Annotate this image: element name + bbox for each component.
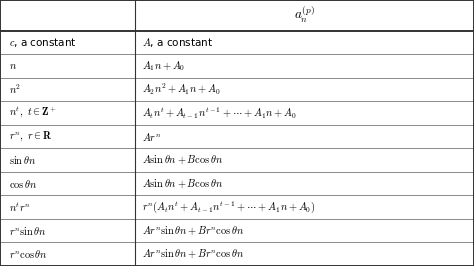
Text: $r^n \sin\theta n$: $r^n \sin\theta n$: [9, 225, 46, 237]
Text: $n^t,\ t \in \mathbf{Z}^+$: $n^t,\ t \in \mathbf{Z}^+$: [9, 106, 56, 120]
Bar: [0, 0, 474, 31]
Text: $Ar^n \sin\theta n + Br^n \cos\theta n$: $Ar^n \sin\theta n + Br^n \cos\theta n$: [142, 225, 245, 237]
Text: $A$, a constant: $A$, a constant: [142, 36, 213, 49]
Bar: [0, 31, 474, 266]
Text: $Ar^n \sin\theta n + Br^n \cos\theta n$: $Ar^n \sin\theta n + Br^n \cos\theta n$: [142, 248, 245, 260]
Text: $n^t r^n$: $n^t r^n$: [9, 201, 30, 214]
Text: $a_n^{(p)}$: $a_n^{(p)}$: [294, 5, 315, 26]
Text: $A_t n^t + A_{t-1} n^{t-1} + \cdots + A_1 n + A_0$: $A_t n^t + A_{t-1} n^{t-1} + \cdots + A_…: [142, 105, 297, 120]
Text: $r^n,\ r \in \mathbf{R}$: $r^n,\ r \in \mathbf{R}$: [9, 130, 52, 143]
Text: $A_2 n^2 + A_1 n + A_0$: $A_2 n^2 + A_1 n + A_0$: [142, 82, 221, 97]
Text: $n$: $n$: [9, 61, 17, 71]
Text: $n^2$: $n^2$: [9, 83, 21, 96]
Text: $A \sin\theta n + B \cos\theta n$: $A \sin\theta n + B \cos\theta n$: [142, 154, 223, 166]
Text: $\cos\theta n$: $\cos\theta n$: [9, 178, 37, 190]
Text: $\sin\theta n$: $\sin\theta n$: [9, 154, 36, 166]
Text: $r^n(A_t n^t + A_{t-1} n^{t-1} + \cdots + A_1 n + A_0)$: $r^n(A_t n^t + A_{t-1} n^{t-1} + \cdots …: [142, 199, 315, 215]
Text: $Ar^n$: $Ar^n$: [142, 131, 162, 143]
Text: $r^n \cos\theta n$: $r^n \cos\theta n$: [9, 248, 47, 260]
Text: $A_1 n + A_0$: $A_1 n + A_0$: [142, 59, 185, 73]
Text: $c$, a constant: $c$, a constant: [9, 36, 76, 49]
Text: $A \sin\theta n + B \cos\theta n$: $A \sin\theta n + B \cos\theta n$: [142, 177, 223, 190]
